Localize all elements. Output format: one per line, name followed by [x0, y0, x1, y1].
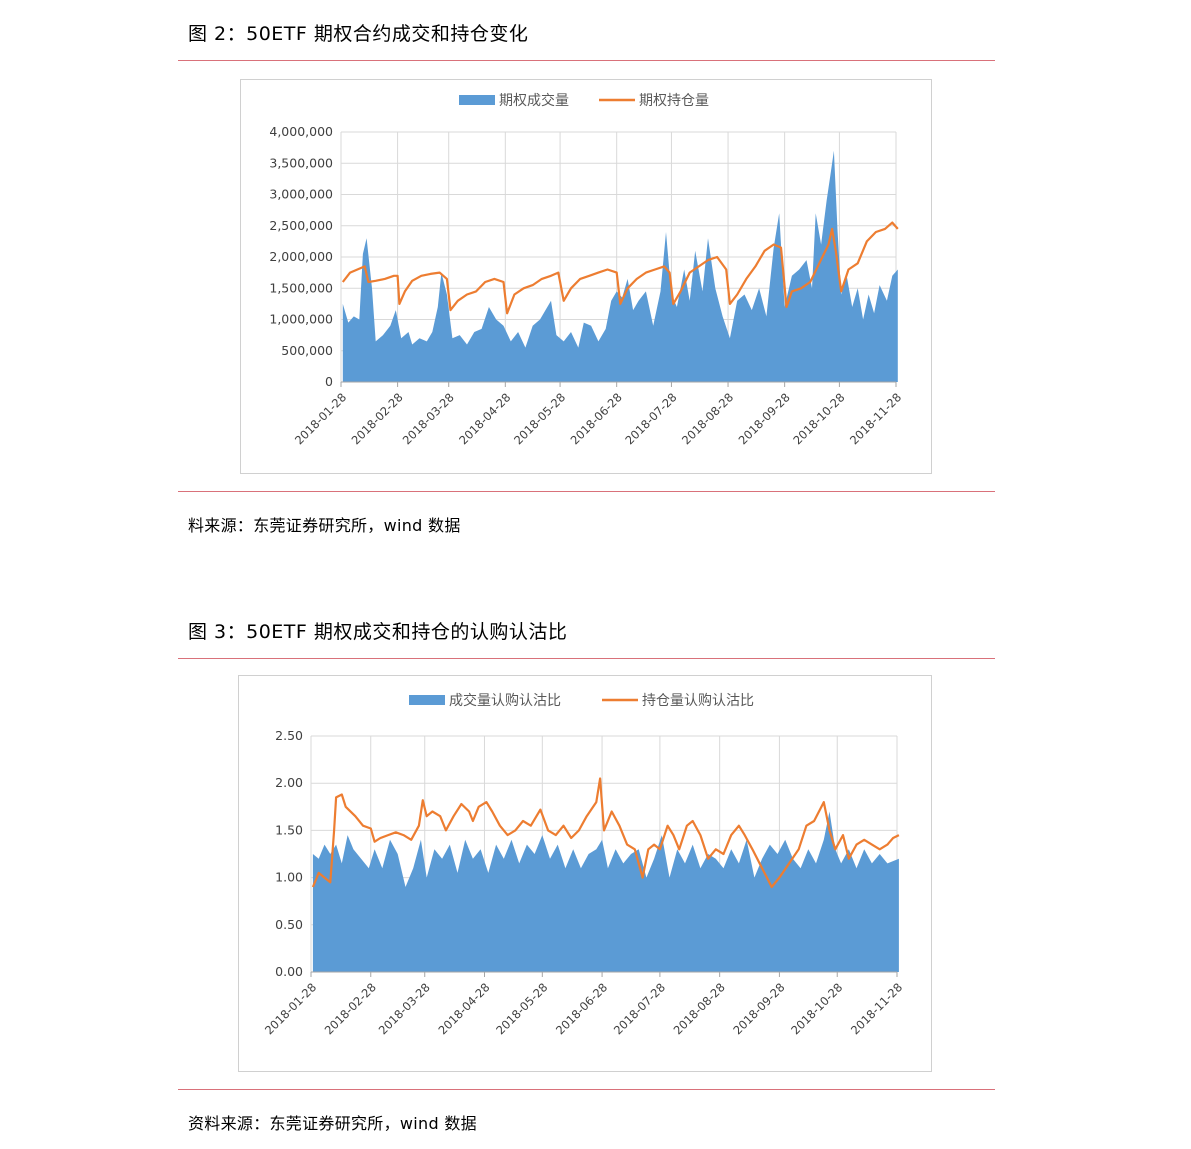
y-tick-label: 3,000,000	[269, 187, 333, 202]
x-tick-label: 2018-03-28	[400, 390, 457, 447]
x-tick-label: 2018-07-28	[611, 980, 668, 1037]
x-tick-label: 2018-10-28	[788, 980, 845, 1037]
chart-2-plot	[311, 777, 900, 972]
x-tick-label: 2018-02-28	[322, 980, 379, 1037]
x-tick-label: 2018-04-28	[456, 390, 513, 447]
chart-2-legend: 成交量认购认沽比 持仓量认购认沽比	[409, 692, 754, 709]
chart-2-container: 0.00 0.50 1.00 1.50 2.00 2.50 2018-01-28 2018-0…	[238, 675, 932, 1072]
x-tick-label: 2018-08-28	[679, 390, 736, 447]
figure-3-caption: 图 3：50ETF 期权成交和持仓的认购认沽比	[188, 621, 568, 643]
source-rule	[178, 1089, 995, 1090]
series-area	[342, 150, 898, 382]
legend-swatch-area	[409, 695, 445, 705]
figure-2-caption: 图 2：50ETF 期权合约成交和持仓变化	[188, 23, 529, 45]
x-tick-label: 2018-07-28	[622, 390, 679, 447]
chart-1: 0 500,000 1,000,000 1,500,000 2,000,000 2,500…	[269, 92, 904, 447]
x-tick-label: 2018-06-28	[568, 390, 625, 447]
series-line	[311, 777, 900, 889]
y-tick-label: 1.50	[275, 822, 303, 837]
y-tick-label: 1,000,000	[269, 312, 333, 327]
legend-label: 期权持仓量	[639, 93, 709, 109]
y-tick-label: 4,000,000	[269, 124, 333, 139]
legend-label: 成交量认购认沽比	[449, 692, 561, 709]
y-tick-label: 2,500,000	[269, 218, 333, 233]
figure-3-source: 资料来源：东莞证券研究所，wind 数据	[188, 1114, 477, 1133]
y-tick-label: 0	[325, 374, 333, 389]
y-tick-label: 0.50	[275, 917, 303, 932]
y-tick-label: 0.00	[275, 964, 303, 979]
chart-1-container: 0 500,000 1,000,000 1,500,000 2,000,000 2,500…	[240, 79, 932, 474]
y-tick-label: 1.00	[275, 870, 303, 885]
y-tick-label: 500,000	[281, 343, 333, 358]
caption-rule	[178, 658, 995, 659]
x-tick-label: 2018-03-28	[376, 980, 433, 1037]
legend-label: 持仓量认购认沽比	[642, 693, 754, 709]
x-tick-label: 2018-01-28	[292, 390, 349, 447]
legend-swatch-area	[459, 95, 495, 105]
figure-2-source: 料来源：东莞证券研究所，wind 数据	[188, 516, 461, 535]
x-tick-label: 2018-05-28	[511, 390, 568, 447]
x-tick-label: 2018-05-28	[493, 980, 550, 1037]
series-area	[312, 811, 899, 972]
x-tick-label: 2018-11-28	[848, 980, 905, 1037]
caption-rule	[178, 60, 995, 61]
chart-1-legend: 期权成交量 期权持仓量	[459, 92, 709, 109]
x-tick-label: 2018-04-28	[435, 980, 492, 1037]
y-tick-label: 1,500,000	[269, 280, 333, 295]
y-tick-label: 2.00	[275, 775, 303, 790]
x-tick-label: 2018-01-28	[262, 980, 319, 1037]
legend-label: 期权成交量	[499, 92, 569, 109]
x-tick-label: 2018-02-28	[349, 390, 406, 447]
chart-1-plot	[341, 150, 899, 382]
y-tick-label: 2,000,000	[269, 249, 333, 264]
x-tick-label: 2018-08-28	[671, 980, 728, 1037]
x-tick-label: 2018-09-28	[730, 980, 787, 1037]
source-rule	[178, 491, 995, 492]
x-tick-label: 2018-06-28	[553, 980, 610, 1037]
y-tick-label: 2.50	[275, 728, 303, 743]
series-line	[341, 221, 899, 315]
x-tick-label: 2018-09-28	[736, 390, 793, 447]
y-tick-label: 3,500,000	[269, 155, 333, 170]
x-tick-label: 2018-10-28	[790, 390, 847, 447]
x-tick-label: 2018-11-28	[847, 390, 904, 447]
